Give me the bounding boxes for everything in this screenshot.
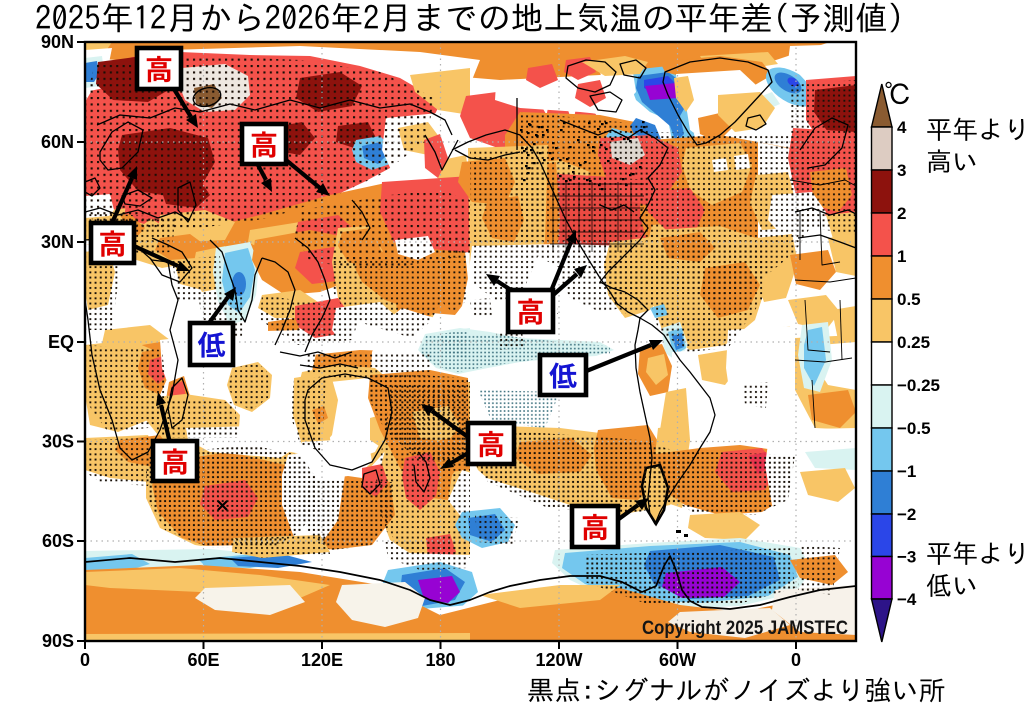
svg-text:60E: 60E: [187, 650, 219, 670]
svg-text:−1: −1: [897, 462, 916, 481]
svg-text:−0.5: −0.5: [897, 419, 931, 438]
svg-text:−0.25: −0.25: [897, 376, 940, 395]
svg-text:−4: −4: [897, 590, 917, 609]
svg-text:60N: 60N: [41, 132, 74, 152]
svg-text:180: 180: [425, 650, 455, 670]
svg-text:3: 3: [897, 161, 906, 180]
svg-text:90N: 90N: [41, 32, 74, 52]
svg-text:−3: −3: [897, 548, 916, 567]
svg-text:60S: 60S: [42, 531, 74, 551]
svg-text:1: 1: [897, 247, 906, 266]
svg-text:−2: −2: [897, 505, 916, 524]
svg-text:0.5: 0.5: [897, 290, 921, 309]
svg-text:0: 0: [791, 650, 801, 670]
svg-text:Copyright 2025 JAMSTEC: Copyright 2025 JAMSTEC: [642, 618, 848, 639]
svg-text:EQ: EQ: [48, 332, 74, 352]
svg-text:90S: 90S: [42, 631, 74, 651]
svg-text:2: 2: [897, 204, 906, 223]
svg-text:4: 4: [897, 118, 907, 137]
svg-text:120E: 120E: [301, 650, 343, 670]
svg-text:0.25: 0.25: [897, 333, 930, 352]
svg-text:60W: 60W: [659, 650, 696, 670]
svg-text:0: 0: [80, 650, 90, 670]
svg-text:30N: 30N: [41, 232, 74, 252]
svg-text:120W: 120W: [535, 650, 582, 670]
svg-text:30S: 30S: [42, 432, 74, 452]
